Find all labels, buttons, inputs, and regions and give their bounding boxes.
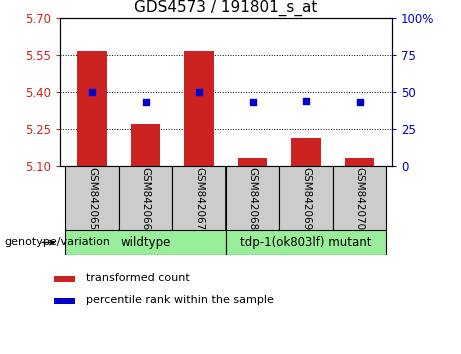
Text: GSM842066: GSM842066: [141, 167, 151, 230]
Title: GDS4573 / 191801_s_at: GDS4573 / 191801_s_at: [134, 0, 318, 16]
Text: GSM842069: GSM842069: [301, 167, 311, 230]
Bar: [238, 158, 267, 166]
Bar: [54, 276, 75, 282]
Text: GSM842065: GSM842065: [87, 167, 97, 230]
Bar: [172, 166, 226, 230]
Bar: [77, 51, 107, 166]
Bar: [279, 166, 333, 230]
Bar: [131, 124, 160, 166]
Bar: [119, 166, 172, 230]
Text: transformed count: transformed count: [86, 273, 189, 283]
Bar: [226, 230, 386, 255]
Bar: [226, 166, 279, 230]
Bar: [65, 166, 119, 230]
Bar: [291, 138, 321, 166]
Text: percentile rank within the sample: percentile rank within the sample: [86, 295, 274, 305]
Text: genotype/variation: genotype/variation: [5, 238, 111, 247]
Text: wildtype: wildtype: [120, 236, 171, 249]
Bar: [54, 298, 75, 304]
Bar: [345, 158, 374, 166]
Bar: [65, 230, 226, 255]
Point: [195, 89, 203, 95]
Bar: [184, 51, 214, 166]
Point: [249, 99, 256, 105]
Bar: [333, 166, 386, 230]
Text: GSM842068: GSM842068: [248, 167, 258, 230]
Text: tdp-1(ok803lf) mutant: tdp-1(ok803lf) mutant: [241, 236, 372, 249]
Point: [89, 89, 96, 95]
Text: GSM842067: GSM842067: [194, 167, 204, 230]
Point: [356, 99, 363, 105]
Point: [302, 98, 310, 104]
Text: GSM842070: GSM842070: [355, 167, 365, 230]
Point: [142, 99, 149, 105]
